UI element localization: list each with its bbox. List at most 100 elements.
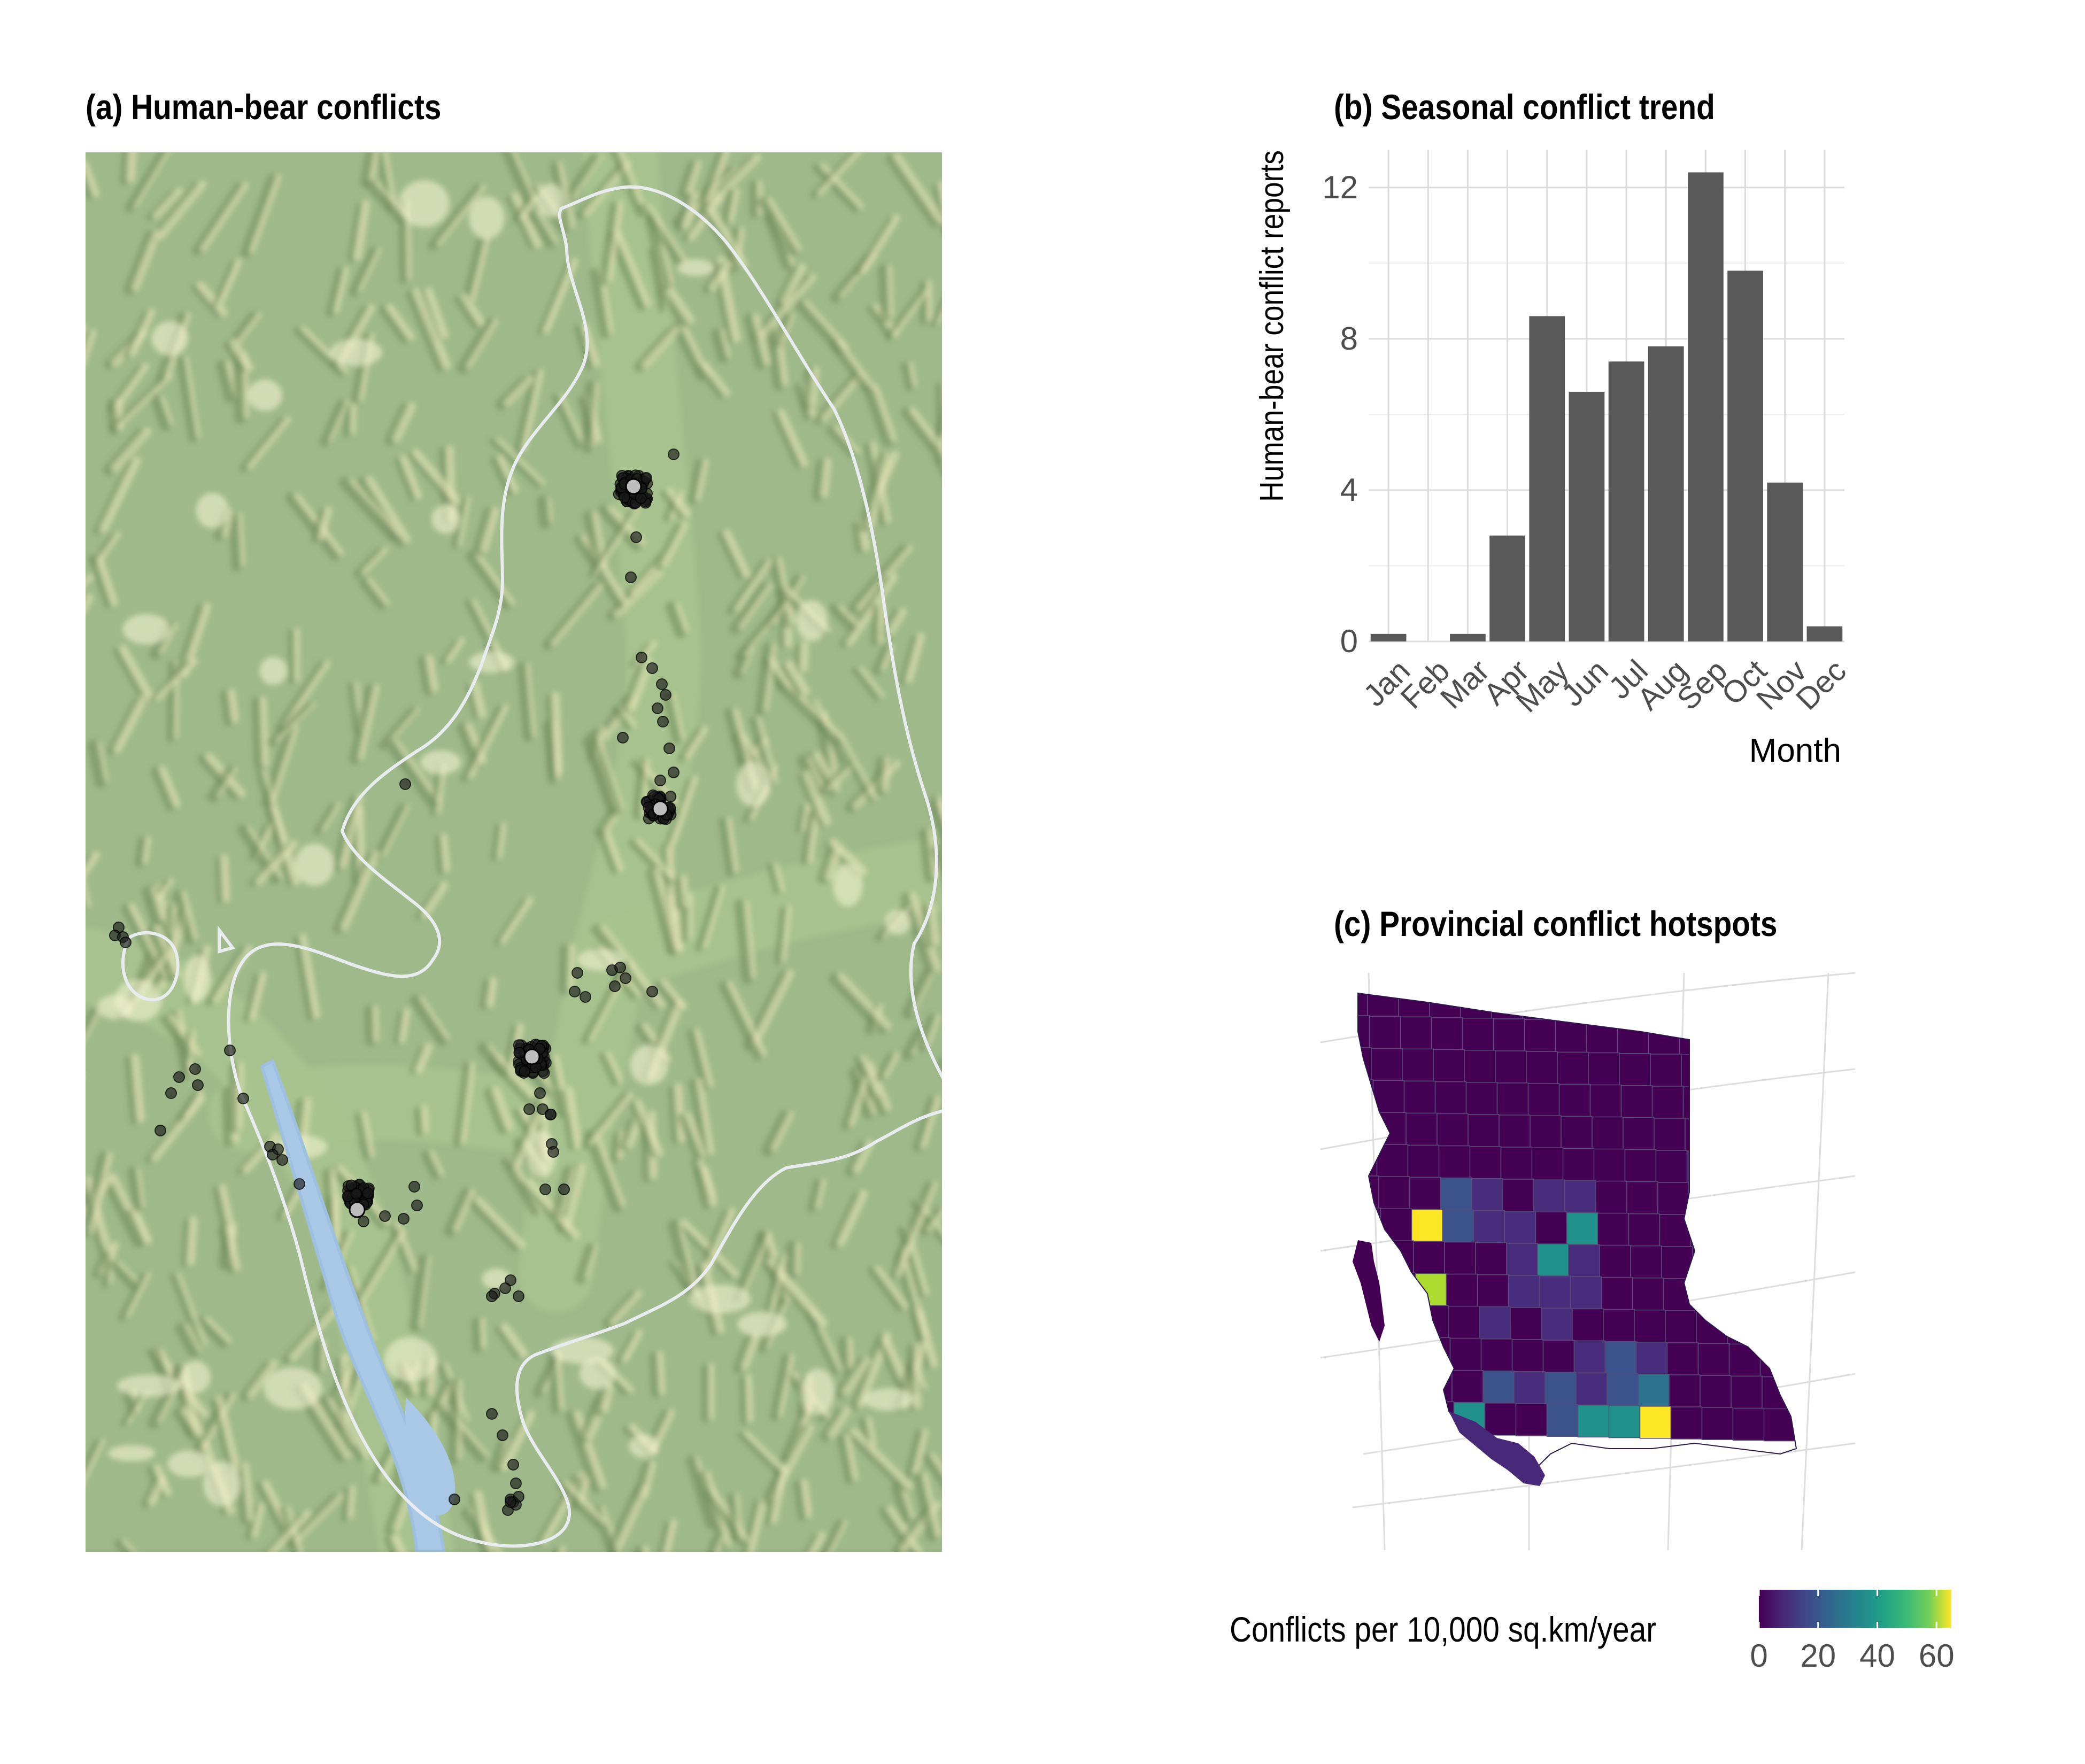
conflict-point (652, 702, 663, 714)
hotspot-cell (1468, 1114, 1500, 1147)
hotspot-cell (1628, 1213, 1661, 1247)
conflict-point (620, 972, 631, 984)
hotspot-cell (1608, 1405, 1641, 1438)
panel-a-title: (a) Human-bear conflicts (86, 87, 442, 127)
hotspot-cell (1499, 1115, 1531, 1148)
hotspot-cell (1623, 1117, 1655, 1150)
hotspot-cell (1502, 1179, 1534, 1212)
hotspot-cell (1566, 1212, 1598, 1245)
hotspot-cell (1545, 1372, 1577, 1405)
conflict-point (379, 1210, 391, 1222)
hotspot-cell (1759, 1344, 1792, 1378)
conflict-point (408, 1181, 420, 1193)
river (260, 1058, 446, 1552)
province-outline (1357, 992, 1797, 1482)
hotspot-cell (1593, 1148, 1626, 1182)
vancouver-island (1449, 1411, 1545, 1486)
conflict-point (668, 767, 679, 778)
hotspot-cell (1527, 1083, 1560, 1116)
hotspot-cell (1568, 1244, 1600, 1278)
hotspot-cell (1572, 1308, 1604, 1342)
y-tick-labels: 0 4 8 12 (1322, 169, 1358, 659)
hotspot-cell (1530, 1115, 1562, 1148)
conflict-point (523, 1103, 535, 1115)
hotspot-cell (1479, 1306, 1511, 1340)
hotspot-cell (1535, 1211, 1567, 1244)
hotspot-cell (1632, 1278, 1664, 1311)
hotspot-cell (1531, 1147, 1564, 1180)
hotspot-cell (1448, 1305, 1480, 1339)
hotspot-cell (1719, 1183, 1751, 1217)
hotspot-cell (1762, 1376, 1794, 1410)
hotspot-cell (1639, 1406, 1672, 1439)
conflict-point (558, 1183, 570, 1195)
conflict-point (657, 716, 669, 728)
legend-title: Conflicts per 10,000 sq.km/year (1230, 1610, 1657, 1649)
hotspot-cell (1620, 1085, 1653, 1118)
bar-jun (1569, 391, 1605, 641)
hotspot-cell (1779, 1152, 1796, 1186)
conflict-point (609, 980, 621, 992)
y-tick-label: 12 (1322, 169, 1358, 205)
conflict-point (668, 448, 679, 460)
hotspot-cell (1577, 1404, 1610, 1438)
hotspot-cell (1654, 1118, 1686, 1151)
hotspot-cell (1588, 1052, 1620, 1086)
hotspot-cell (1688, 1182, 1720, 1216)
hotspot-cell (1508, 1275, 1540, 1308)
conflict-point (189, 1063, 201, 1075)
conflict-point (398, 1213, 410, 1225)
hotspot-cell (1446, 1273, 1478, 1307)
conflict-point (510, 1477, 522, 1489)
hotspot-cell (1717, 1151, 1750, 1185)
hotspot-cell (1743, 1055, 1775, 1089)
hotspot-cell (1754, 1248, 1786, 1281)
hotspot-cell (1663, 1278, 1695, 1311)
hotspot-cell (1511, 1339, 1544, 1372)
hotspot-cell (1670, 1406, 1703, 1440)
y-axis-title: Human-bear conflict reports (1254, 150, 1291, 502)
legend-tick-labels: 0 20 40 60 (1750, 1590, 1955, 1674)
hotspot-cell (1708, 993, 1740, 1024)
hotspot-cell (1603, 1309, 1635, 1342)
hotspot-cell (1774, 1056, 1796, 1089)
hotspot-cell (1710, 1023, 1742, 1056)
conflict-point (619, 491, 631, 504)
conflict-point (569, 986, 581, 997)
hotspot-cell (1434, 1081, 1467, 1115)
seasonal-bar-chart: 0 4 8 12 JanFebMarAprMayJunJulAugSepOctNovD… (1254, 150, 1853, 769)
legend-gradient (1759, 1590, 1951, 1628)
x-axis-title: Month (1749, 732, 1841, 769)
cluster-center (625, 478, 642, 495)
hotspot-cell (1619, 1053, 1651, 1086)
hotspot-cell (1515, 1403, 1548, 1436)
bar-aug (1648, 346, 1684, 641)
hotspot-cell (1661, 1246, 1693, 1279)
conflict-point (486, 1290, 498, 1302)
conflict-point (173, 1071, 185, 1083)
conflict-point (155, 1125, 166, 1136)
lake (405, 1398, 455, 1515)
hotspot-cell (1573, 1340, 1606, 1374)
hotspot-cell (1422, 1401, 1455, 1435)
conflict-point (625, 571, 637, 583)
legend-colorbar: 0 20 40 60 (1750, 1590, 1955, 1674)
hotspot-cell (1475, 1242, 1507, 1275)
hotspot-cell (1601, 1276, 1633, 1310)
conflict-point (539, 1183, 551, 1195)
hotspot-cell (1482, 1371, 1515, 1404)
bar-dec (1806, 626, 1843, 641)
conflict-point (358, 1216, 369, 1227)
hotspot-cell (1402, 1048, 1434, 1082)
hotspot-cell (1781, 1185, 1796, 1218)
hotspot-cell (1626, 1181, 1658, 1214)
bar-jul (1608, 361, 1644, 641)
conflict-point (660, 689, 671, 701)
hotspot-cell (1442, 1209, 1474, 1243)
hotspot-cell (1741, 1023, 1773, 1057)
conflict-point (646, 986, 658, 997)
hotspot-cell (1785, 1249, 1796, 1282)
hotspot-cell (1725, 1279, 1757, 1313)
hotspot-cell (1371, 1048, 1403, 1081)
